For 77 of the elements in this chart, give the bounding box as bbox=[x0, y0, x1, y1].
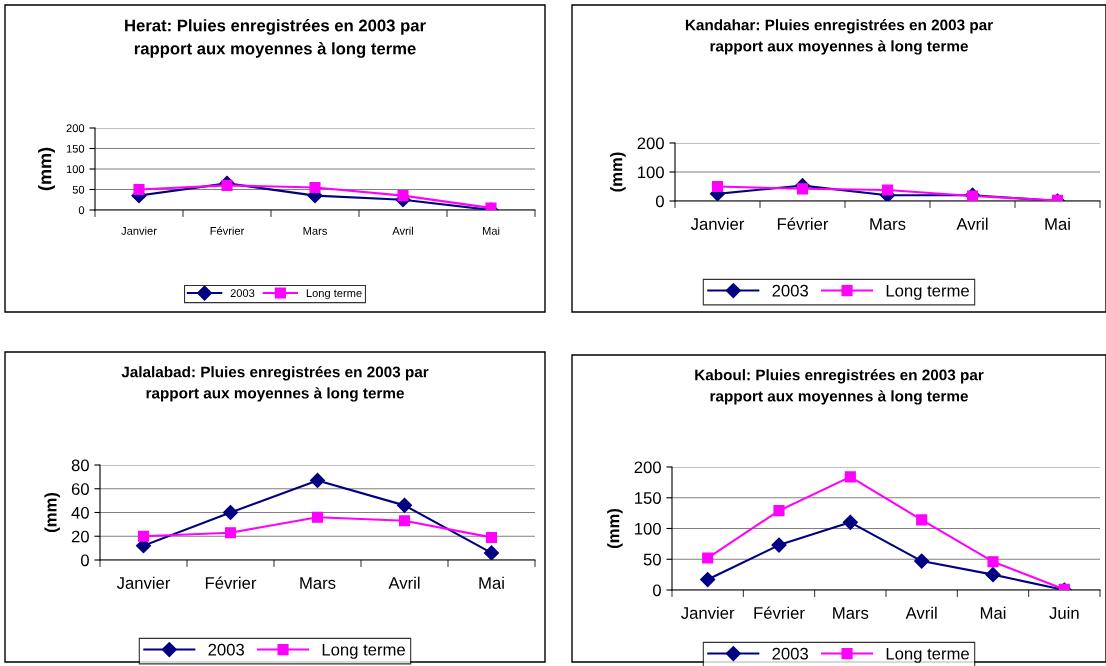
point bbox=[485, 531, 498, 543]
point bbox=[309, 181, 321, 194]
chart-title: Kandahar: Pluies enregistrées en 2003 par rapport aux moyennes à long terme bbox=[685, 19, 993, 55]
y-tick-label: 50 bbox=[643, 553, 661, 566]
legend-label: 2003 bbox=[208, 643, 244, 656]
y-tick-label: 150 bbox=[635, 492, 661, 504]
y-tick-label: 40 bbox=[71, 506, 89, 519]
x-tick-label: Avril bbox=[956, 217, 988, 230]
y-tick-label: 200 bbox=[637, 137, 664, 150]
x-tick-label: Avril bbox=[905, 606, 937, 619]
chart-title: Kaboul: Pluies enregistrées en 2003 par rapport aux moyennes à long terme bbox=[695, 369, 984, 405]
point bbox=[396, 497, 413, 513]
y-tick-label: 0 bbox=[80, 554, 89, 567]
x-tick-label: Février bbox=[754, 606, 805, 619]
y-tick-label: 200 bbox=[66, 124, 85, 133]
point bbox=[397, 190, 409, 202]
y-axis-title: (mm) bbox=[44, 492, 60, 533]
point bbox=[224, 527, 237, 539]
x-tick-label: Février bbox=[205, 576, 257, 589]
y-tick-label: 60 bbox=[71, 483, 89, 495]
y-tick-label: 0 bbox=[655, 195, 664, 208]
x-tick-label: Mars bbox=[303, 227, 327, 235]
x-tick-label: Mars bbox=[833, 607, 869, 619]
y-tick-label: 200 bbox=[634, 461, 661, 474]
point bbox=[133, 183, 145, 196]
chart-title: Jalalabad: Pluies enregistrées en 2003 par rapport aux moyennes à long terme bbox=[121, 366, 429, 402]
y-axis-title: (mm) bbox=[607, 508, 623, 549]
point bbox=[844, 471, 856, 483]
point bbox=[916, 514, 928, 526]
point bbox=[222, 504, 239, 521]
point bbox=[771, 537, 787, 553]
x-tick-label: Février bbox=[210, 226, 245, 235]
x-tick-label: Janvier bbox=[690, 217, 745, 230]
y-tick-label: 150 bbox=[66, 144, 85, 153]
x-tick-label: Mai bbox=[482, 226, 500, 235]
x-tick-label: Janvier bbox=[681, 606, 735, 619]
point bbox=[309, 472, 326, 489]
x-tick-label: Mai bbox=[980, 606, 1006, 619]
point bbox=[914, 553, 930, 569]
point bbox=[483, 545, 500, 560]
point bbox=[985, 567, 1001, 583]
y-tick-label: 100 bbox=[635, 522, 661, 535]
x-tick-label: Mai bbox=[479, 576, 504, 589]
legend-label: Long terme bbox=[322, 643, 405, 659]
point bbox=[398, 515, 411, 527]
legend-label: 2003 bbox=[230, 289, 255, 298]
point bbox=[137, 530, 150, 542]
y-tick-label: 100 bbox=[638, 166, 664, 179]
chart-title: Herat: Pluies enregistrées en 2003 par rapport aux moyennes à long terme bbox=[125, 19, 426, 58]
y-tick-label: 0 bbox=[652, 584, 661, 597]
y-tick-label: 80 bbox=[71, 459, 89, 472]
y-tick-label: 20 bbox=[71, 530, 89, 543]
legend-label: Long terme bbox=[886, 647, 969, 663]
point bbox=[702, 552, 714, 564]
legend-label: Long terme bbox=[886, 284, 969, 300]
x-tick-label: Mars bbox=[870, 218, 906, 230]
x-tick-label: Février bbox=[777, 217, 829, 230]
y-tick-label: 50 bbox=[72, 185, 85, 194]
x-tick-label: Avril bbox=[388, 576, 420, 589]
legend-label: 2003 bbox=[772, 284, 808, 297]
legend-label: Long terme bbox=[306, 289, 362, 300]
point bbox=[773, 505, 785, 517]
y-axis-title: (mm) bbox=[610, 152, 626, 192]
point bbox=[987, 556, 999, 568]
y-tick-label: 0 bbox=[78, 206, 85, 215]
x-tick-label: Avril bbox=[392, 226, 413, 235]
point bbox=[842, 514, 858, 530]
x-tick-label: Janvier bbox=[121, 226, 157, 235]
x-tick-label: Mars bbox=[300, 577, 336, 589]
x-tick-label: Juin bbox=[1049, 606, 1079, 619]
x-tick-label: Mai bbox=[1045, 217, 1070, 230]
x-tick-label: Janvier bbox=[116, 576, 171, 589]
point bbox=[311, 511, 324, 523]
y-tick-label: 100 bbox=[66, 165, 85, 174]
point bbox=[700, 571, 716, 588]
legend-label: 2003 bbox=[772, 647, 808, 660]
y-axis-title: (mm) bbox=[38, 147, 55, 191]
